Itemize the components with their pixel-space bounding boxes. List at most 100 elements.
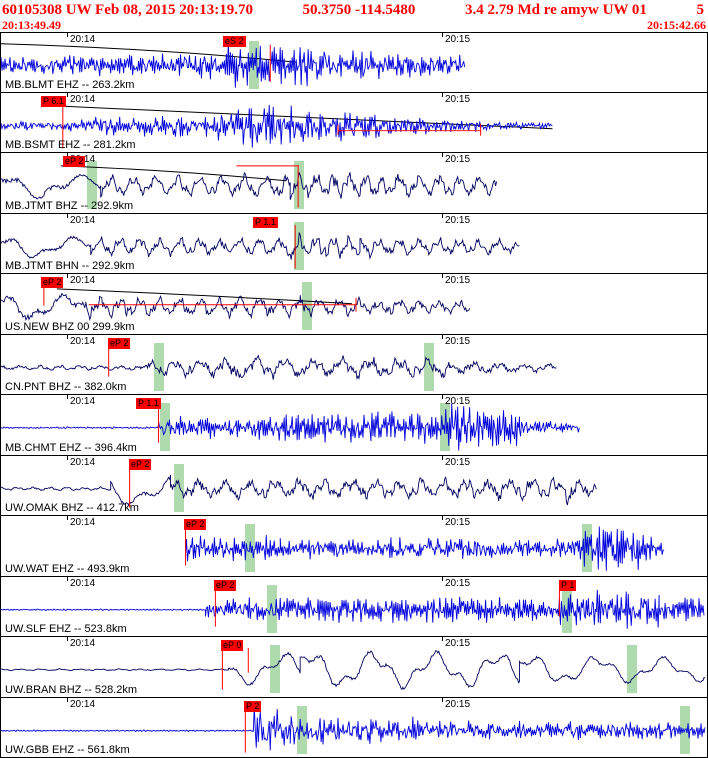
waveform[interactable] [1, 516, 707, 576]
minute-tick [67, 274, 68, 278]
time-window-line: 20:13:49.49 20:15:42.66 [0, 19, 708, 32]
minute-tick-label: 20:14 [70, 577, 96, 589]
minute-tick-label: 20:15 [445, 93, 471, 105]
event-id-time: 60105308 UW Feb 08, 2015 20:13:19.70 [2, 2, 253, 18]
minute-tick-label: 20:15 [445, 396, 471, 407]
station-label: MB.JTMT BHN -- 292.9km [5, 260, 135, 272]
minute-tick [442, 516, 443, 520]
pick-flag[interactable]: eS 2 [223, 36, 246, 47]
pick-flag[interactable]: P 2 [244, 700, 262, 712]
minute-tick [442, 92, 443, 97]
minute-tick [67, 153, 68, 157]
waveform[interactable] [1, 395, 707, 455]
trace-panel: 20:14 20:15 P 1.1 MB.CHMT EHZ -- 396.4km [0, 395, 708, 456]
minute-tick-label: 20:15 [445, 154, 471, 165]
waveform[interactable] [1, 335, 707, 395]
trace-panel: 20:14 20:15 eP 2 CN.PNT BHZ -- 382.0km [0, 334, 708, 395]
window-start-time: 20:13:49.49 [2, 18, 61, 32]
arrival-window-band [562, 584, 572, 633]
minute-tick [67, 637, 68, 641]
event-trailing-count: 5 [696, 2, 704, 18]
pick-flag[interactable]: eP 2 [41, 277, 64, 288]
minute-tick-label: 20:14 [70, 638, 96, 649]
trace-panel: 20:14 20:15 eP 2 US.NEW BHZ 00 299.9km [0, 274, 708, 335]
waveform[interactable] [1, 456, 707, 516]
minute-tick [442, 395, 443, 399]
pick-flag[interactable]: P 6.1 [41, 95, 66, 107]
minute-tick [67, 395, 68, 399]
event-magnitude: 3.4 2.79 Md re amyw UW 01 [464, 2, 647, 18]
minute-tick [67, 576, 68, 581]
minute-tick-label: 20:14 [70, 517, 96, 528]
waveform[interactable] [1, 577, 707, 637]
minute-tick [67, 455, 68, 460]
waveform-trace [1, 474, 597, 506]
pick-flag[interactable]: eP 0 [221, 640, 244, 651]
station-label: UW.WAT EHZ -- 493.9km [5, 562, 130, 575]
waveform[interactable] [1, 153, 707, 213]
pick-flag[interactable]: P 1.1 [136, 398, 161, 409]
minute-tick [67, 334, 68, 339]
trace-panel: 20:14 20:15 eP 2 P 1 UW.SLF EHZ -- 523.8km [0, 576, 708, 637]
waveform[interactable] [1, 33, 707, 92]
waveform-trace [1, 649, 706, 691]
station-label: UW.BRAN BHZ -- 528.2km [5, 683, 138, 696]
waveform[interactable] [1, 93, 707, 153]
pick-flag[interactable]: P 1.1 [253, 216, 278, 228]
window-end-time: 20:15:42.66 [647, 18, 706, 32]
waveform[interactable] [1, 214, 707, 274]
minute-tick [67, 33, 68, 37]
arrival-window-band [302, 282, 312, 330]
minute-tick-label: 20:15 [445, 698, 471, 710]
pick-flag[interactable]: P 1 [559, 579, 577, 591]
waveform[interactable] [1, 698, 707, 758]
minute-tick [442, 33, 443, 37]
waveform-trace [1, 403, 580, 451]
arrival-window-band [294, 221, 304, 270]
minute-tick [442, 334, 443, 339]
waveform[interactable] [1, 274, 707, 334]
pick-flag[interactable]: eP 2 [184, 519, 207, 530]
minute-tick-label: 20:14 [70, 275, 96, 286]
arrival-window-band [297, 705, 307, 754]
station-label: UW.GBB EHZ -- 561.8km [5, 744, 130, 756]
station-label: MB.JTMT BHZ -- 292.9km [5, 199, 134, 212]
minute-tick-label: 20:15 [445, 335, 471, 347]
minute-tick [67, 697, 68, 702]
station-label: UW.OMAK BHZ -- 412.7km [5, 502, 139, 514]
waveform-trace [1, 589, 705, 629]
waveform-trace [1, 353, 557, 380]
trace-panel: 20:14 20:15 P 6.1 MB.BSMT EHZ -- 281.2km [0, 92, 708, 153]
minute-tick-label: 20:14 [70, 214, 96, 226]
station-label: MB.BSMT EHZ -- 281.2km [5, 139, 136, 151]
waveform-trace [1, 705, 706, 750]
station-label: US.NEW BHZ 00 299.9km [5, 320, 135, 333]
pick-flag[interactable]: eP 2 [108, 337, 131, 349]
minute-tick-label: 20:15 [445, 34, 471, 45]
minute-tick [67, 92, 68, 97]
minute-tick-label: 20:15 [445, 275, 471, 286]
event-header: 60105308 UW Feb 08, 2015 20:13:19.70 50.… [0, 0, 708, 32]
arrival-window-band [154, 342, 164, 391]
waveform-trace [1, 171, 498, 200]
minute-tick-label: 20:15 [445, 638, 471, 649]
trace-list: 20:14 20:15 eS 2 MB.BLMT EHZ -- 263.2km 20:1… [0, 32, 708, 758]
minute-tick-label: 20:15 [445, 214, 471, 226]
pick-flag[interactable]: eP 2 [63, 156, 86, 167]
minute-tick [442, 274, 443, 278]
waveform[interactable] [1, 637, 707, 697]
minute-tick [67, 516, 68, 520]
waveform-trace [1, 292, 471, 322]
pick-flag[interactable]: eP 2 [214, 579, 237, 591]
coda-decay-curve [60, 165, 287, 182]
minute-tick-label: 20:14 [70, 698, 96, 710]
pick-flag[interactable]: eP 2 [129, 458, 152, 470]
trace-panel: 20:14 20:15 eP 2 UW.WAT EHZ -- 493.9km [0, 516, 708, 577]
waveform-trace [1, 104, 553, 148]
arrival-window-band [424, 342, 434, 391]
minute-tick-label: 20:14 [70, 93, 96, 105]
arrival-window-band [270, 645, 280, 693]
minute-tick [67, 213, 68, 218]
minute-tick-label: 20:14 [70, 335, 96, 347]
